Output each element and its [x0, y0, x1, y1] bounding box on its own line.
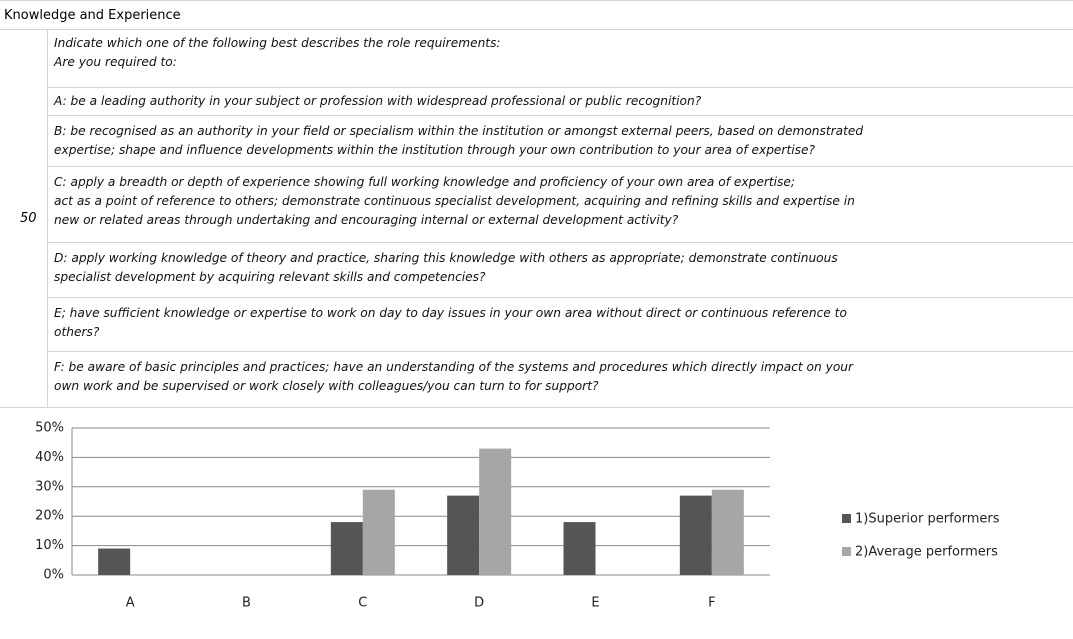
text-line: B: be recognised as an authority in your…: [54, 124, 864, 138]
y-tick-label: 50%: [35, 421, 64, 436]
x-tick-label: A: [126, 596, 135, 611]
score: 50: [0, 30, 48, 408]
table-row: E; have sufficient knowledge or expertis…: [48, 298, 1073, 352]
chart: 0% 10% 20% 30% 40% 50% A B C D E F 1)Superior perfor…: [35, 421, 1000, 611]
text-line: specialist development by acquiring rele…: [54, 270, 486, 284]
bar: [711, 489, 744, 575]
text-line: others?: [54, 325, 100, 339]
table-row: A: be a leading authority in your subjec…: [48, 88, 1073, 116]
y-tick-label: 0%: [43, 568, 64, 583]
text-line: C: apply a breadth or depth of experienc…: [54, 175, 795, 189]
table-row: D: apply working knowledge of theory and…: [48, 243, 1073, 298]
bar: [362, 489, 395, 575]
legend-swatch: [842, 514, 851, 523]
x-tick-label: F: [708, 596, 715, 611]
text-line: F: be aware of basic principles and prac…: [54, 360, 854, 374]
text-line: new or related areas through undertaking…: [54, 213, 679, 227]
bar: [679, 495, 712, 575]
x-tick-label: E: [591, 596, 599, 611]
bar: [330, 522, 363, 575]
text-line: act as a point of reference to others; d…: [54, 194, 855, 208]
y-tick-label: 10%: [35, 538, 64, 553]
text-line: expertise; shape and influence developme…: [54, 143, 815, 157]
y-tick-label: 30%: [35, 479, 64, 494]
y-tick-label: 40%: [35, 450, 64, 465]
text-line: E; have sufficient knowledge or expertis…: [54, 306, 847, 320]
bar: [479, 448, 512, 575]
header-title: Knowledge and Experience: [0, 0, 1073, 30]
table-row: B: be recognised as an authority in your…: [48, 116, 1073, 167]
bar: [98, 548, 131, 575]
text-line: D: apply working knowledge of theory and…: [54, 251, 838, 265]
text-line: Indicate which one of the following best…: [54, 36, 501, 50]
legend-label: 1)Superior performers: [855, 512, 1000, 527]
legend-label: 2)Average performers: [855, 545, 998, 560]
score-value: 50: [20, 211, 37, 226]
x-tick-label: D: [474, 596, 484, 611]
x-tick-label: B: [242, 596, 251, 611]
x-tick-label: C: [358, 596, 367, 611]
table-row: C: apply a breadth or depth of experienc…: [48, 167, 1073, 243]
text-line: Are you required to:: [54, 55, 177, 69]
legend-swatch: [842, 547, 851, 556]
bar: [563, 522, 596, 575]
text-line: own work and be supervised or work close…: [54, 379, 599, 393]
y-tick-label: 20%: [35, 509, 64, 524]
text-line: A: be a leading authority in your subjec…: [54, 94, 702, 108]
table-row: F: be aware of basic principles and prac…: [48, 352, 1073, 408]
bar: [447, 495, 480, 575]
table-row: Indicate which one of the following best…: [48, 30, 1073, 88]
